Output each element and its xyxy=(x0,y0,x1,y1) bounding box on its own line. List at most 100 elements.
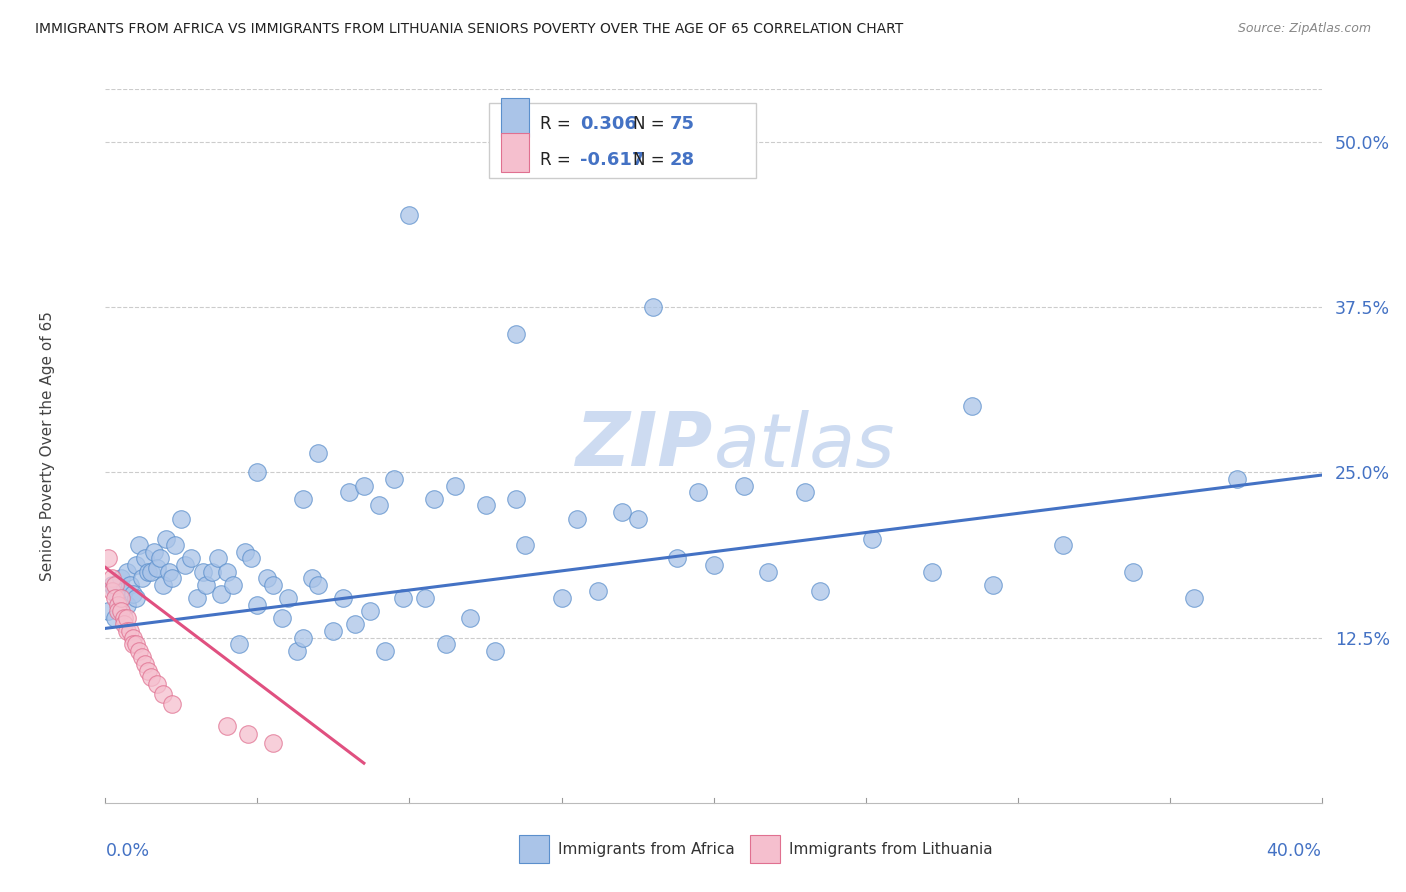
Point xyxy=(121,637,143,651)
Point xyxy=(434,637,457,651)
Point xyxy=(505,491,527,506)
Point xyxy=(136,664,159,678)
Point xyxy=(808,584,831,599)
Point xyxy=(612,505,634,519)
FancyBboxPatch shape xyxy=(501,133,529,172)
Point xyxy=(146,560,169,574)
Point xyxy=(733,478,755,492)
Text: R =: R = xyxy=(540,151,575,169)
Text: 28: 28 xyxy=(669,151,695,169)
Point xyxy=(134,551,156,566)
Point xyxy=(173,558,195,572)
Point xyxy=(256,571,278,585)
Point xyxy=(217,565,239,579)
Point xyxy=(374,644,396,658)
Text: R =: R = xyxy=(540,115,575,134)
Point xyxy=(110,571,132,585)
Point xyxy=(136,565,159,579)
Point xyxy=(103,584,125,599)
Point xyxy=(756,565,779,579)
Point xyxy=(240,551,263,566)
Point xyxy=(125,558,148,572)
Point xyxy=(103,591,125,605)
Point xyxy=(262,736,284,750)
Point xyxy=(121,587,143,601)
Point xyxy=(1052,538,1074,552)
Point xyxy=(1225,472,1247,486)
FancyBboxPatch shape xyxy=(749,835,780,863)
Text: 0.306: 0.306 xyxy=(579,115,637,134)
Point xyxy=(146,677,169,691)
Point xyxy=(292,631,315,645)
Point xyxy=(194,578,217,592)
Point xyxy=(413,591,436,605)
Point xyxy=(128,538,150,552)
Point xyxy=(860,532,883,546)
Point xyxy=(513,538,536,552)
Point xyxy=(398,208,420,222)
Text: 0.0%: 0.0% xyxy=(105,842,149,860)
Point xyxy=(246,598,269,612)
Point xyxy=(152,578,174,592)
Point xyxy=(110,591,132,605)
Point xyxy=(586,584,609,599)
Point xyxy=(112,584,135,599)
Point xyxy=(793,485,815,500)
FancyBboxPatch shape xyxy=(488,103,756,178)
Point xyxy=(100,578,122,592)
Point xyxy=(285,644,308,658)
Point xyxy=(125,637,148,651)
Point xyxy=(423,491,446,506)
Point xyxy=(332,591,354,605)
Point xyxy=(343,617,366,632)
Point xyxy=(149,551,172,566)
Point xyxy=(368,499,391,513)
Point xyxy=(702,558,725,572)
Point xyxy=(688,485,710,500)
Point xyxy=(165,538,187,552)
Point xyxy=(474,499,496,513)
Text: ZIP: ZIP xyxy=(576,409,713,483)
Point xyxy=(1122,565,1144,579)
Point xyxy=(110,604,132,618)
Point xyxy=(157,565,180,579)
Point xyxy=(353,478,375,492)
Point xyxy=(292,491,315,506)
Point xyxy=(107,604,129,618)
Point xyxy=(270,611,292,625)
Point xyxy=(505,326,527,341)
Point xyxy=(143,545,166,559)
Point xyxy=(115,565,138,579)
Point xyxy=(115,624,138,638)
Point xyxy=(484,644,506,658)
Point xyxy=(110,591,132,605)
Point xyxy=(103,578,125,592)
Point xyxy=(228,637,250,651)
Point xyxy=(100,571,122,585)
Point xyxy=(139,565,162,579)
Point xyxy=(382,472,405,486)
Point xyxy=(107,598,129,612)
Point xyxy=(170,511,193,525)
FancyBboxPatch shape xyxy=(501,98,529,137)
Point xyxy=(550,591,572,605)
Point xyxy=(307,445,329,459)
Point xyxy=(97,604,120,618)
Point xyxy=(131,571,153,585)
Point xyxy=(162,697,184,711)
Point xyxy=(960,400,983,414)
Point xyxy=(981,578,1004,592)
Point xyxy=(100,584,122,599)
Point xyxy=(155,532,177,546)
Text: N =: N = xyxy=(633,151,671,169)
Point xyxy=(191,565,214,579)
Point xyxy=(207,551,229,566)
Point xyxy=(152,688,174,702)
Point xyxy=(97,551,120,566)
Point xyxy=(262,578,284,592)
Text: Source: ZipAtlas.com: Source: ZipAtlas.com xyxy=(1237,22,1371,36)
Point xyxy=(112,617,135,632)
Point xyxy=(115,598,138,612)
Point xyxy=(458,611,481,625)
Point xyxy=(233,545,256,559)
